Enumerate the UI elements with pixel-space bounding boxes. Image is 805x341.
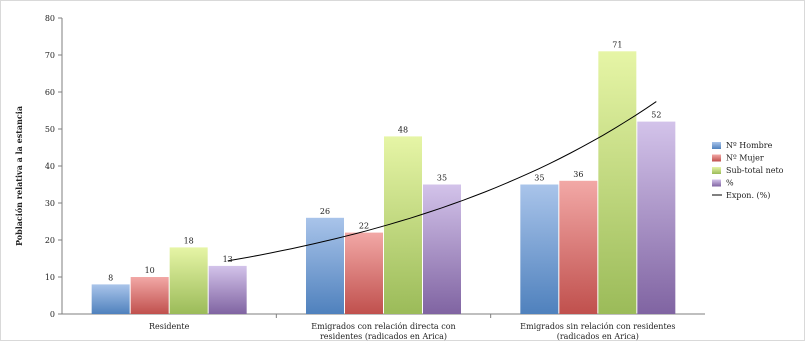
- category-label: Emigrados con relación directa con reside…: [311, 322, 455, 341]
- data-label: 35: [437, 174, 447, 183]
- legend-swatch: [712, 142, 721, 149]
- y-tick-label: 50: [45, 125, 55, 134]
- y-tick-label: 0: [50, 310, 55, 319]
- bar: [520, 184, 559, 314]
- bar: [306, 217, 344, 314]
- bar: [169, 247, 208, 314]
- legend-label: Nº Hombre: [726, 141, 773, 150]
- bar: [208, 265, 247, 314]
- data-label: 13: [223, 255, 233, 264]
- bar: [130, 277, 169, 314]
- bar: [637, 121, 676, 314]
- data-label: 8: [108, 273, 113, 282]
- data-label: 71: [612, 40, 622, 49]
- data-label: 10: [145, 266, 155, 275]
- y-tick-label: 20: [45, 236, 55, 245]
- legend-swatch: [712, 154, 721, 162]
- data-label: 48: [398, 125, 408, 134]
- y-axis-label: Población relativa a la estancia: [14, 106, 24, 246]
- bar: [423, 184, 461, 314]
- trendline: [227, 101, 657, 262]
- legend-label: Expon. (%): [726, 191, 770, 200]
- y-tick-label: 10: [45, 273, 55, 282]
- y-tick-label: 30: [45, 199, 55, 208]
- legend-swatch: [712, 179, 721, 187]
- category-label: Emigrados sin relación con residentes (ra…: [520, 322, 675, 341]
- data-label: 52: [651, 111, 661, 120]
- y-tick-label: 80: [45, 14, 55, 23]
- y-tick-label: 40: [45, 162, 55, 171]
- data-label: 26: [320, 207, 330, 216]
- bar: [384, 136, 422, 314]
- bar: [345, 232, 383, 314]
- legend-label: %: [726, 179, 734, 188]
- data-label: 35: [534, 174, 544, 183]
- y-tick-label: 60: [45, 88, 55, 97]
- data-label: 18: [184, 236, 194, 245]
- bar: [598, 51, 637, 315]
- bar: [91, 284, 130, 314]
- legend-swatch: [712, 167, 721, 174]
- bar: [559, 180, 598, 314]
- legend-label: Sub-total neto: [726, 166, 784, 175]
- data-label: 22: [359, 222, 369, 231]
- y-tick-label: 70: [45, 51, 55, 60]
- legend-label: Nº Mujer: [726, 154, 764, 163]
- data-label: 36: [573, 170, 583, 179]
- category-label: Residente: [149, 322, 190, 331]
